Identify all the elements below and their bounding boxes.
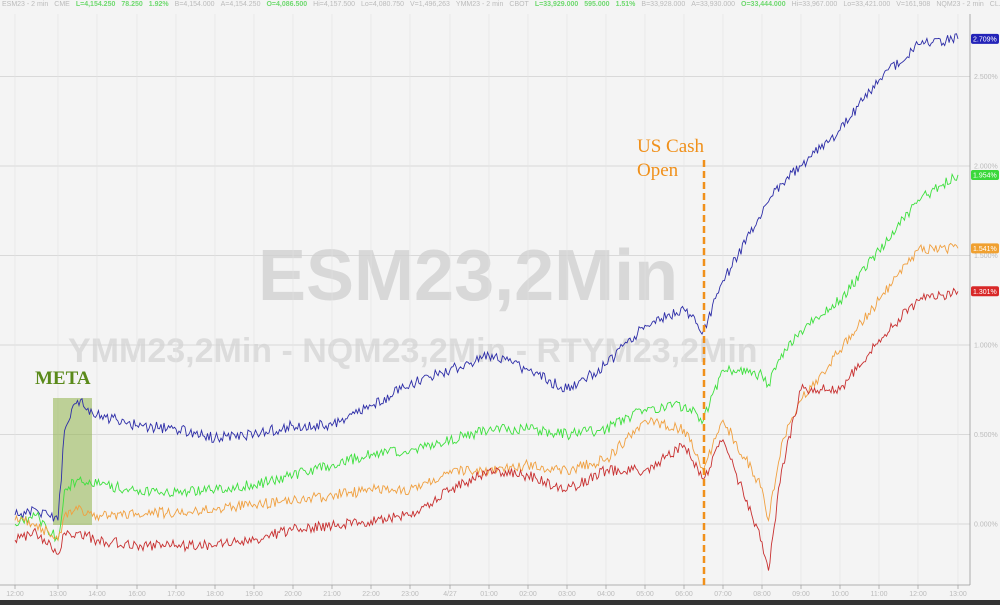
watermark-main: ESM23,2Min <box>258 236 678 316</box>
y-tick-label: 0.500% <box>974 432 998 439</box>
x-tick-label: 17:00 <box>167 591 185 598</box>
meta-annotation: META <box>35 368 91 389</box>
x-tick-label: 4/27 <box>443 591 457 598</box>
header-field: O=4,086.500 <box>266 1 308 8</box>
x-tick-label: 19:00 <box>245 591 263 598</box>
header-field: A=4,154.250 <box>220 1 261 8</box>
last-value-badge <box>971 286 999 297</box>
last-value-badge <box>971 243 999 254</box>
header-field: Hi=33,967.000 <box>791 1 838 8</box>
header-field: Hi=4,157.500 <box>313 1 355 8</box>
x-tick-label: 23:00 <box>401 591 419 598</box>
x-tick-label: 21:00 <box>323 591 341 598</box>
header-field: Lo=4,080.750 <box>361 1 405 8</box>
x-tick-label: 12:00 <box>6 591 24 598</box>
x-tick-label: 09:00 <box>792 591 810 598</box>
header-field: L=4,154.250 <box>75 1 116 8</box>
header-field: CL... <box>989 1 1000 8</box>
header-field: Lo=33,421.000 <box>843 1 891 8</box>
last-value-badge <box>971 169 999 180</box>
cash-open-annotation-line2: Open <box>637 160 679 181</box>
header-field: 1.92% <box>148 1 169 8</box>
last-value-label: 2.709% <box>973 36 997 43</box>
y-tick-label: 1.500% <box>974 253 998 260</box>
x-tick-label: 13:00 <box>949 591 967 598</box>
series-line <box>14 33 959 522</box>
header-field: V=161,908 <box>896 1 931 8</box>
x-tick-label: 03:00 <box>558 591 576 598</box>
x-tick-label: 18:00 <box>206 591 224 598</box>
header-field: B=33,928.000 <box>641 1 686 8</box>
header-field: CME <box>54 1 70 8</box>
x-tick-label: 13:00 <box>49 591 67 598</box>
watermark-sub: YMM23,2Min - NQM23,2Min - RTYM23,2Min <box>68 332 758 370</box>
instrument-header: ESM23 - 2 min CME L=4,154.250 78.250 1.92% B=… <box>0 0 1000 12</box>
x-tick-label: 14:00 <box>88 591 106 598</box>
bottom-scrollbar[interactable] <box>0 600 1000 605</box>
header-field: NQM23 - 2 min <box>936 1 984 8</box>
x-tick-label: 22:00 <box>362 591 380 598</box>
x-tick-label: 02:00 <box>519 591 537 598</box>
x-tick-label: 06:00 <box>675 591 693 598</box>
y-tick-label: 2.000% <box>974 164 998 171</box>
x-tick-label: 08:00 <box>753 591 771 598</box>
last-value-badge <box>971 33 999 44</box>
x-tick-label: 01:00 <box>480 591 498 598</box>
y-tick-label: 1.000% <box>974 343 998 350</box>
cash-open-annotation: US Cash <box>637 136 705 157</box>
x-tick-label: 04:00 <box>597 591 615 598</box>
x-tick-label: 11:00 <box>871 591 888 598</box>
x-tick-label: 12:00 <box>909 591 927 598</box>
header-field: 595.000 <box>584 1 610 8</box>
x-tick-label: 07:00 <box>714 591 732 598</box>
header-field: YMM23 - 2 min <box>455 1 504 8</box>
header-field: CBOT <box>509 1 529 8</box>
header-field: ESM23 - 2 min <box>2 1 49 8</box>
series-line <box>14 172 959 543</box>
header-field: L=33,929.000 <box>534 1 579 8</box>
series-line <box>14 287 959 571</box>
x-tick-label: 10:00 <box>831 591 849 598</box>
x-tick-label: 05:00 <box>636 591 654 598</box>
x-tick-label: 16:00 <box>128 591 146 598</box>
header-field: B=4,154.000 <box>174 1 215 8</box>
header-field: O=33,444.000 <box>741 1 786 8</box>
header-field: 1.51% <box>615 1 636 8</box>
y-tick-label: 0.000% <box>974 522 998 529</box>
header-field: V=1,496,263 <box>410 1 450 8</box>
header-field: 78.250 <box>121 1 143 8</box>
last-value-label: 1.954% <box>973 172 997 179</box>
last-value-label: 1.301% <box>973 289 997 296</box>
last-value-label: 1.541% <box>973 246 997 253</box>
x-tick-label: 20:00 <box>284 591 302 598</box>
meta-highlight-box <box>53 398 92 525</box>
header-field: A=33,930.000 <box>691 1 736 8</box>
y-tick-label: 2.500% <box>974 74 998 81</box>
